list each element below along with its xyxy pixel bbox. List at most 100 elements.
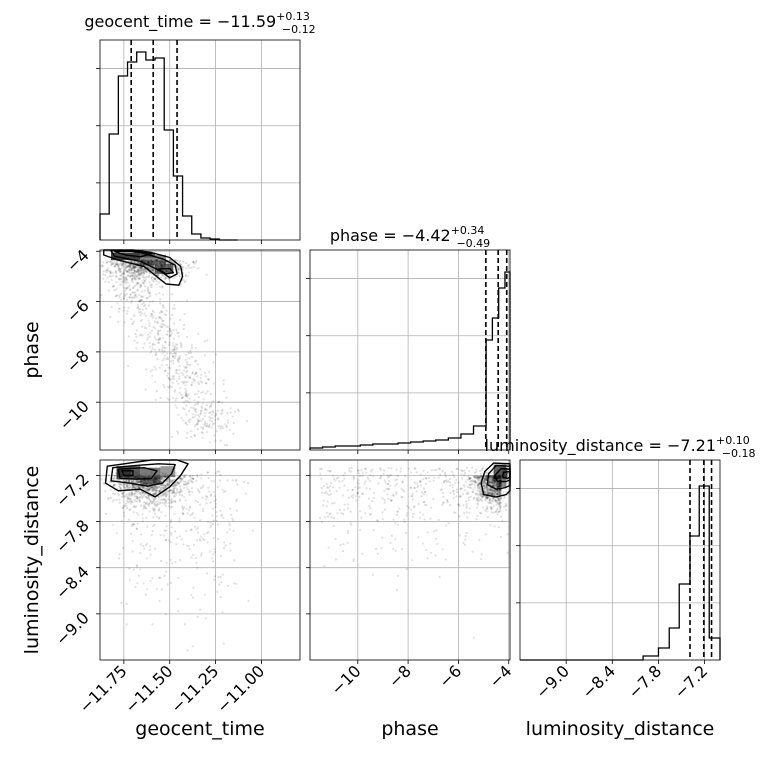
sample-point [133, 270, 136, 273]
sample-point [160, 478, 163, 481]
sample-point [154, 475, 157, 478]
sample-point [475, 518, 478, 521]
sample-point [147, 261, 150, 264]
sample-point [128, 268, 131, 271]
sample-point [147, 498, 150, 501]
sample-point [161, 494, 165, 497]
sample-point [465, 511, 468, 514]
sample-point [121, 492, 125, 495]
sample-point [387, 466, 390, 470]
sample-point [150, 472, 153, 475]
sample-point [137, 574, 140, 577]
sample-point [371, 500, 374, 503]
sample-point [149, 263, 152, 266]
sample-point [165, 493, 168, 496]
sample-point [145, 368, 148, 371]
sample-point [185, 530, 188, 533]
sample-point [497, 499, 500, 502]
sample-point [179, 341, 182, 345]
sample-point [320, 486, 323, 490]
sample-point [142, 282, 145, 285]
sample-point [472, 496, 475, 499]
sample-point [405, 568, 408, 571]
sample-point [122, 272, 125, 275]
sample-point [128, 296, 131, 299]
sample-point [220, 581, 223, 584]
sample-point [122, 504, 126, 507]
sample-point [164, 475, 167, 478]
sample-point [151, 268, 154, 271]
sample-point [115, 275, 118, 278]
sample-point [143, 504, 146, 507]
sample-point [118, 267, 121, 270]
sample-point [424, 477, 427, 480]
sample-point [164, 493, 167, 496]
sample-point [161, 259, 164, 263]
sample-point [160, 311, 163, 314]
sample-point [107, 474, 110, 477]
sample-point [146, 260, 149, 263]
sample-point [133, 265, 136, 268]
sample-point [144, 480, 147, 483]
sample-point [150, 489, 153, 492]
sample-point [129, 293, 132, 296]
sample-point [112, 262, 115, 265]
sample-point [350, 466, 353, 469]
sample-point [147, 266, 150, 269]
sample-point [124, 483, 127, 486]
sample-point [195, 411, 198, 414]
sample-point [119, 482, 122, 486]
sample-point [157, 478, 160, 481]
sample-point [194, 373, 197, 376]
sample-point [153, 263, 156, 267]
sample-point [140, 269, 143, 272]
sample-point [118, 268, 121, 271]
sample-point [125, 288, 128, 291]
sample-point [118, 307, 122, 310]
sample-point [117, 278, 121, 281]
sample-point [411, 492, 414, 495]
sample-point [191, 371, 194, 374]
sample-point [208, 490, 211, 493]
sample-point [145, 327, 148, 330]
sample-point [137, 489, 140, 493]
sample-point [150, 262, 153, 265]
sample-point [476, 514, 479, 517]
sample-point [174, 500, 177, 503]
sample-point [170, 525, 173, 529]
sample-point [173, 495, 176, 498]
sample-point [418, 511, 422, 514]
sample-point [200, 554, 203, 557]
sample-point [426, 471, 429, 474]
sample-point [142, 505, 146, 508]
sample-point [165, 480, 169, 483]
sample-point [154, 260, 157, 263]
sample-point [184, 480, 187, 483]
x-tick-label: −6 [435, 661, 465, 691]
sample-point [506, 551, 509, 554]
sample-point [168, 270, 171, 273]
sample-point [106, 269, 109, 272]
sample-point [187, 263, 191, 266]
sample-point [141, 268, 144, 271]
sample-point [148, 510, 151, 513]
sample-point [138, 480, 141, 483]
sample-point [167, 493, 170, 496]
sample-point [121, 492, 124, 495]
sample-point [413, 481, 416, 484]
sample-point [132, 487, 135, 490]
sample-point [206, 520, 210, 523]
sample-point [177, 267, 180, 270]
sample-point [157, 338, 160, 341]
sample-point [208, 370, 211, 374]
sample-point [490, 499, 493, 502]
sample-point [141, 325, 144, 328]
sample-point [216, 409, 219, 413]
sample-point [133, 498, 136, 501]
sample-point [131, 485, 134, 488]
sample-point [193, 409, 196, 412]
sample-point [164, 262, 167, 265]
sample-point [143, 305, 146, 308]
sample-point [201, 402, 204, 405]
sample-point [126, 270, 129, 273]
